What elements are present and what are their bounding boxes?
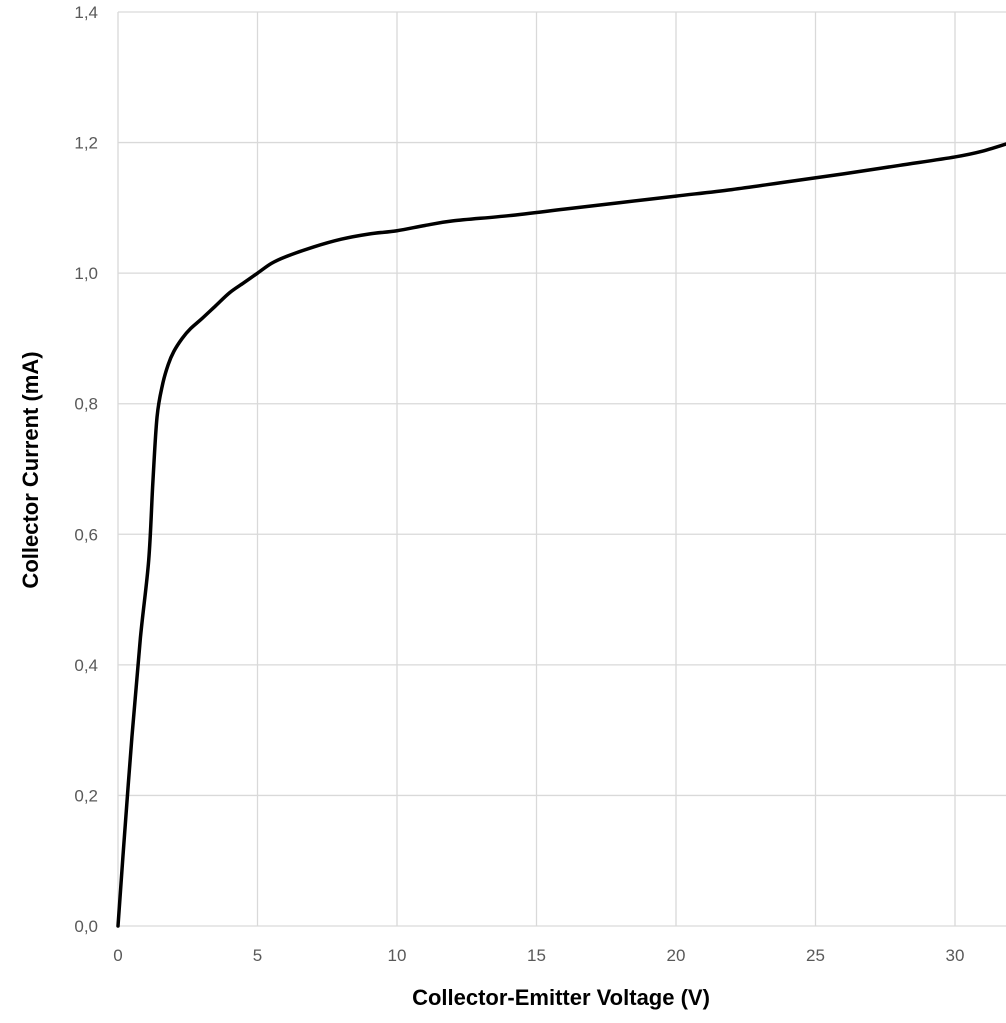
y-tick-label: 0,8 — [74, 395, 98, 414]
x-tick-label: 30 — [946, 946, 965, 965]
y-tick-label: 1,4 — [74, 3, 98, 22]
x-tick-label: 20 — [667, 946, 686, 965]
x-tick-label: 5 — [253, 946, 262, 965]
x-tick-label: 25 — [806, 946, 825, 965]
x-axis-title: Collector-Emitter Voltage (V) — [412, 985, 710, 1010]
x-tick-label: 0 — [113, 946, 122, 965]
x-tick-label: 15 — [527, 946, 546, 965]
x-tick-label: 10 — [388, 946, 407, 965]
y-tick-label: 1,2 — [74, 134, 98, 153]
series-line — [116, 142, 1006, 928]
x-axis-ticks: 0 5 10 15 20 25 30 — [113, 946, 964, 965]
y-axis-ticks: 0,0 0,2 0,4 0,6 0,8 1,0 1,2 1,4 — [74, 3, 98, 936]
y-axis-title: Collector Current (mA) — [18, 351, 43, 588]
y-tick-label: 0,6 — [74, 525, 98, 544]
y-tick-label: 0,2 — [74, 786, 98, 805]
grid — [117, 11, 1006, 927]
y-tick-label: 0,4 — [74, 656, 98, 675]
y-tick-label: 0,0 — [74, 917, 98, 936]
y-tick-label: 1,0 — [74, 264, 98, 283]
